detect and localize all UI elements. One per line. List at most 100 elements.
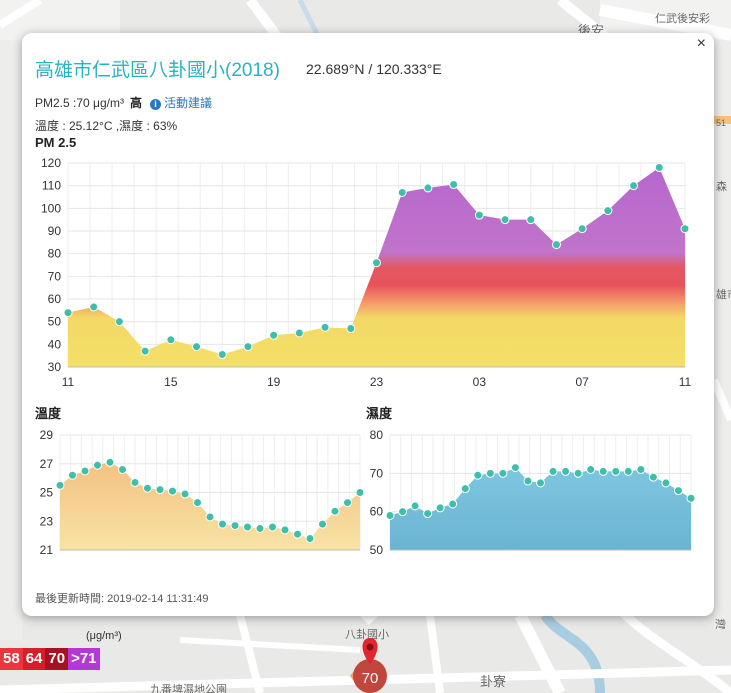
- y-tick-label: 120: [41, 156, 61, 170]
- y-tick-label: 80: [370, 428, 384, 442]
- data-point: [140, 346, 150, 356]
- data-point: [280, 525, 290, 535]
- x-tick-label: 15: [164, 375, 178, 389]
- data-point: [526, 215, 536, 225]
- y-tick-label: 70: [48, 269, 62, 283]
- data-point: [217, 350, 227, 360]
- data-point: [551, 240, 561, 250]
- x-tick-label: 07: [575, 375, 589, 389]
- y-tick-label: 40: [48, 337, 62, 351]
- data-point: [355, 488, 365, 497]
- pm-readout: PM2.5 :70 μg/m³ 高 i 活動建議: [35, 94, 212, 111]
- y-tick-label: 110: [42, 179, 61, 193]
- data-point: [168, 486, 177, 496]
- data-point: [598, 466, 608, 476]
- map-label: 卦寮: [480, 674, 506, 689]
- data-point: [548, 466, 558, 476]
- activity-advice-link[interactable]: 活動建議: [163, 96, 212, 110]
- last-updated: 最後更新時間: 2019-02-14 11:31:49: [35, 593, 209, 605]
- legend-cell: 64: [22, 648, 46, 670]
- data-point: [636, 465, 646, 474]
- data-point: [603, 206, 613, 216]
- data-point: [510, 463, 520, 473]
- y-tick-label: 50: [48, 315, 62, 329]
- data-point: [320, 322, 330, 332]
- temp-chart-title: 溫度: [35, 406, 62, 421]
- legend-cell: >71: [68, 648, 100, 670]
- y-tick-label: 60: [48, 292, 62, 306]
- y-tick-label: 23: [40, 514, 54, 528]
- pm-value: PM2.5 :70 μg/m³: [35, 96, 124, 110]
- data-point: [500, 215, 510, 225]
- hum-chart-title: 濕度: [366, 406, 393, 421]
- close-button[interactable]: ×: [696, 35, 706, 52]
- legend-cell: 58: [0, 648, 23, 670]
- data-point: [89, 302, 99, 312]
- data-point: [155, 485, 165, 495]
- aqi-legend: 58 64 70 >71: [0, 648, 100, 670]
- data-point: [193, 498, 202, 508]
- data-point: [473, 470, 483, 480]
- x-tick-label: 11: [62, 375, 75, 389]
- data-point: [611, 466, 621, 476]
- data-point: [268, 522, 277, 532]
- data-point: [166, 335, 176, 345]
- data-point: [423, 183, 433, 193]
- data-point: [561, 466, 571, 476]
- y-tick-label: 100: [41, 201, 61, 215]
- data-point: [218, 519, 227, 529]
- data-point: [130, 477, 140, 487]
- popup-pointer: [358, 614, 380, 625]
- data-point: [629, 181, 639, 191]
- map-label: 八卦國小: [345, 627, 389, 641]
- map-label: 仁武後安彩: [655, 11, 710, 25]
- y-tick-label: 27: [40, 457, 54, 471]
- data-point: [385, 511, 395, 520]
- data-point: [269, 330, 279, 340]
- map-pin-icon[interactable]: [362, 638, 378, 664]
- marker-circle[interactable]: [353, 659, 387, 693]
- pm-chart-title: PM 2.5: [35, 135, 77, 150]
- data-point: [80, 466, 90, 476]
- y-tick-label: 90: [48, 224, 62, 238]
- data-point: [293, 529, 302, 539]
- data-point: [255, 523, 265, 533]
- data-point: [93, 460, 102, 470]
- data-point: [330, 506, 340, 516]
- y-tick-label: 70: [370, 466, 384, 480]
- y-tick-label: 60: [370, 505, 384, 519]
- data-point: [474, 210, 484, 220]
- data-point: [423, 509, 433, 519]
- data-point: [586, 465, 596, 474]
- temp-humidity-readout: 溫度 : 25.12°C ,濕度 : 63%: [35, 119, 178, 133]
- data-point: [372, 258, 381, 268]
- data-point: [346, 323, 356, 333]
- y-tick-label: 50: [370, 543, 384, 557]
- data-point: [318, 519, 327, 529]
- data-point: [68, 470, 77, 480]
- x-tick-label: 03: [473, 375, 487, 389]
- pm-area: [68, 167, 685, 367]
- hum-area: [390, 467, 691, 550]
- data-point: [498, 468, 508, 478]
- data-point: [654, 163, 664, 173]
- y-tick-label: 30: [48, 360, 62, 374]
- map-label: 九番埤濕地公園: [150, 683, 227, 693]
- data-point: [205, 512, 215, 522]
- data-point: [243, 522, 252, 532]
- data-point: [105, 457, 115, 467]
- station-marker[interactable]: 70: [350, 636, 390, 693]
- data-point: [573, 468, 583, 478]
- data-point: [118, 465, 127, 474]
- x-tick-label: 11: [679, 375, 692, 389]
- temperature-chart: 21 23 25 27 29: [40, 428, 365, 557]
- pin-dot: [366, 643, 374, 651]
- data-point: [397, 187, 407, 197]
- map-label: 51: [716, 118, 726, 128]
- data-point: [294, 328, 304, 338]
- data-point: [192, 342, 202, 352]
- info-icon[interactable]: i: [149, 99, 161, 110]
- y-tick-label: 80: [48, 247, 62, 261]
- data-point: [398, 507, 408, 517]
- station-title: 高雄市仁武區八卦國小(2018): [35, 60, 280, 81]
